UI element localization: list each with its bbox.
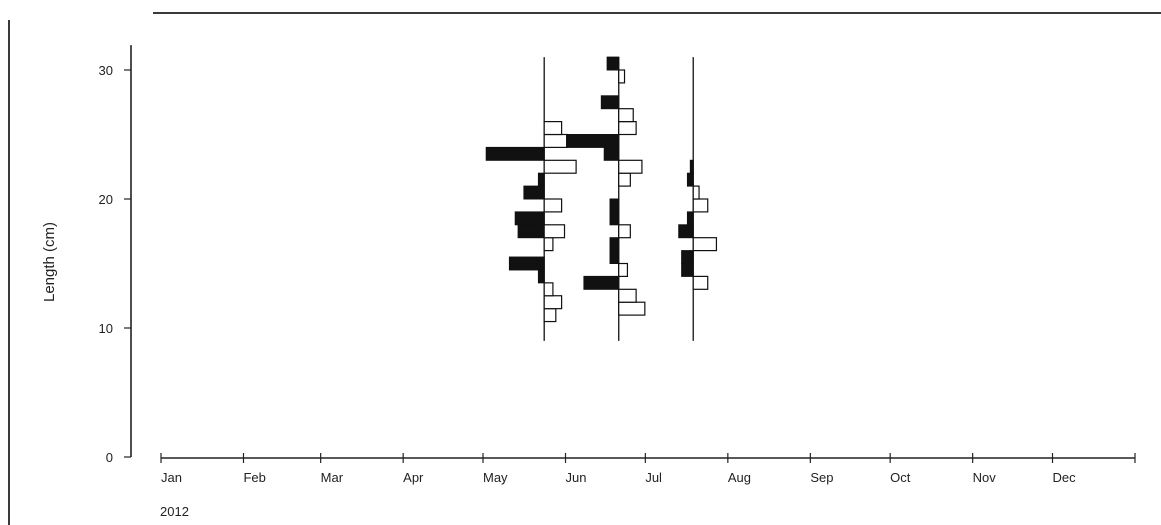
bar-hollow: [618, 108, 634, 123]
bar-hollow: [692, 237, 718, 252]
bar-hollow: [618, 172, 631, 187]
x-tick-label: Feb: [243, 470, 265, 485]
bar-hollow: [692, 198, 709, 213]
bar-filled: [523, 185, 545, 200]
bar-filled: [537, 172, 545, 187]
sample-group: [566, 56, 646, 341]
bar-hollow: [543, 198, 563, 213]
x-tick-label: May: [483, 470, 508, 485]
sample-group: [485, 57, 577, 341]
bar-hollow: [692, 185, 700, 200]
x-axis: Jan Feb Mar Apr May Jun Jul Aug Sep Oct Nov Dec: [160, 453, 1136, 485]
bar-hollow: [543, 282, 554, 297]
bar-filled: [681, 263, 694, 277]
bar-hollow: [618, 224, 631, 239]
bar-hollow: [543, 224, 566, 239]
x-tick-label: Dec: [1053, 470, 1077, 485]
bar-filled: [485, 146, 545, 161]
bar-filled: [603, 146, 620, 161]
bar-filled: [508, 256, 545, 271]
year-label: 2012: [160, 504, 189, 519]
bar-hollow: [618, 69, 626, 84]
bar-filled: [514, 211, 545, 226]
bar-filled: [689, 159, 694, 174]
x-tick-label: Jul: [645, 470, 662, 485]
x-tick-label: Mar: [321, 470, 344, 485]
x-tick-label: Jun: [566, 470, 587, 485]
sample-group: [678, 57, 718, 341]
bar-filled: [583, 275, 620, 290]
x-tick-label: Jan: [161, 470, 182, 485]
bar-hollow: [543, 159, 577, 174]
bar-hollow: [543, 237, 554, 252]
bar-hollow: [543, 295, 563, 310]
bar-hollow: [543, 308, 557, 323]
y-axis-label: Length (cm): [41, 222, 58, 302]
histogram-groups: [485, 56, 718, 341]
x-tick-label: Oct: [890, 470, 911, 485]
x-tick-label: Aug: [728, 470, 751, 485]
bar-hollow: [618, 262, 629, 277]
bar-filled: [517, 224, 545, 239]
bar-filled: [686, 172, 694, 187]
x-tick-label: Apr: [403, 470, 424, 485]
bar-filled: [609, 211, 620, 226]
bar-filled: [566, 134, 620, 148]
bar-hollow: [692, 275, 709, 290]
x-tick-label: Sep: [810, 470, 833, 485]
bar-hollow: [618, 288, 637, 303]
frame-left-border: [8, 20, 10, 525]
bar-filled: [678, 224, 694, 239]
y-tick-label: 30: [99, 63, 113, 78]
y-tick-label: 20: [99, 192, 113, 207]
bar-filled: [609, 237, 620, 252]
y-axis: 0 10 20 30: [99, 45, 132, 465]
bar-filled: [600, 95, 620, 110]
bar-hollow: [618, 159, 643, 174]
y-tick-label: 0: [106, 450, 113, 465]
bar-filled: [537, 269, 545, 284]
bar-hollow: [543, 120, 563, 136]
bar-hollow: [543, 133, 569, 148]
bar-hollow: [618, 120, 637, 136]
bar-filled: [686, 211, 694, 226]
bar-filled: [681, 250, 694, 265]
bar-filled: [606, 56, 620, 71]
frame-top-border: [153, 12, 1161, 14]
bar-hollow: [618, 301, 646, 316]
bar-filled: [609, 198, 620, 213]
y-tick-label: 10: [99, 321, 113, 336]
bar-filled: [609, 250, 620, 265]
x-tick-label: Nov: [973, 470, 997, 485]
